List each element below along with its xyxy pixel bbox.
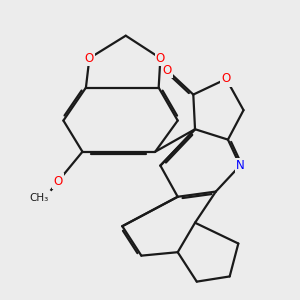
Text: N: N [236, 159, 244, 172]
Text: O: O [163, 64, 172, 77]
Text: O: O [54, 175, 63, 188]
Text: O: O [54, 175, 63, 188]
Text: O: O [156, 52, 165, 65]
Text: O: O [85, 52, 94, 65]
Text: CH₃: CH₃ [29, 194, 49, 203]
Text: O: O [222, 73, 231, 85]
